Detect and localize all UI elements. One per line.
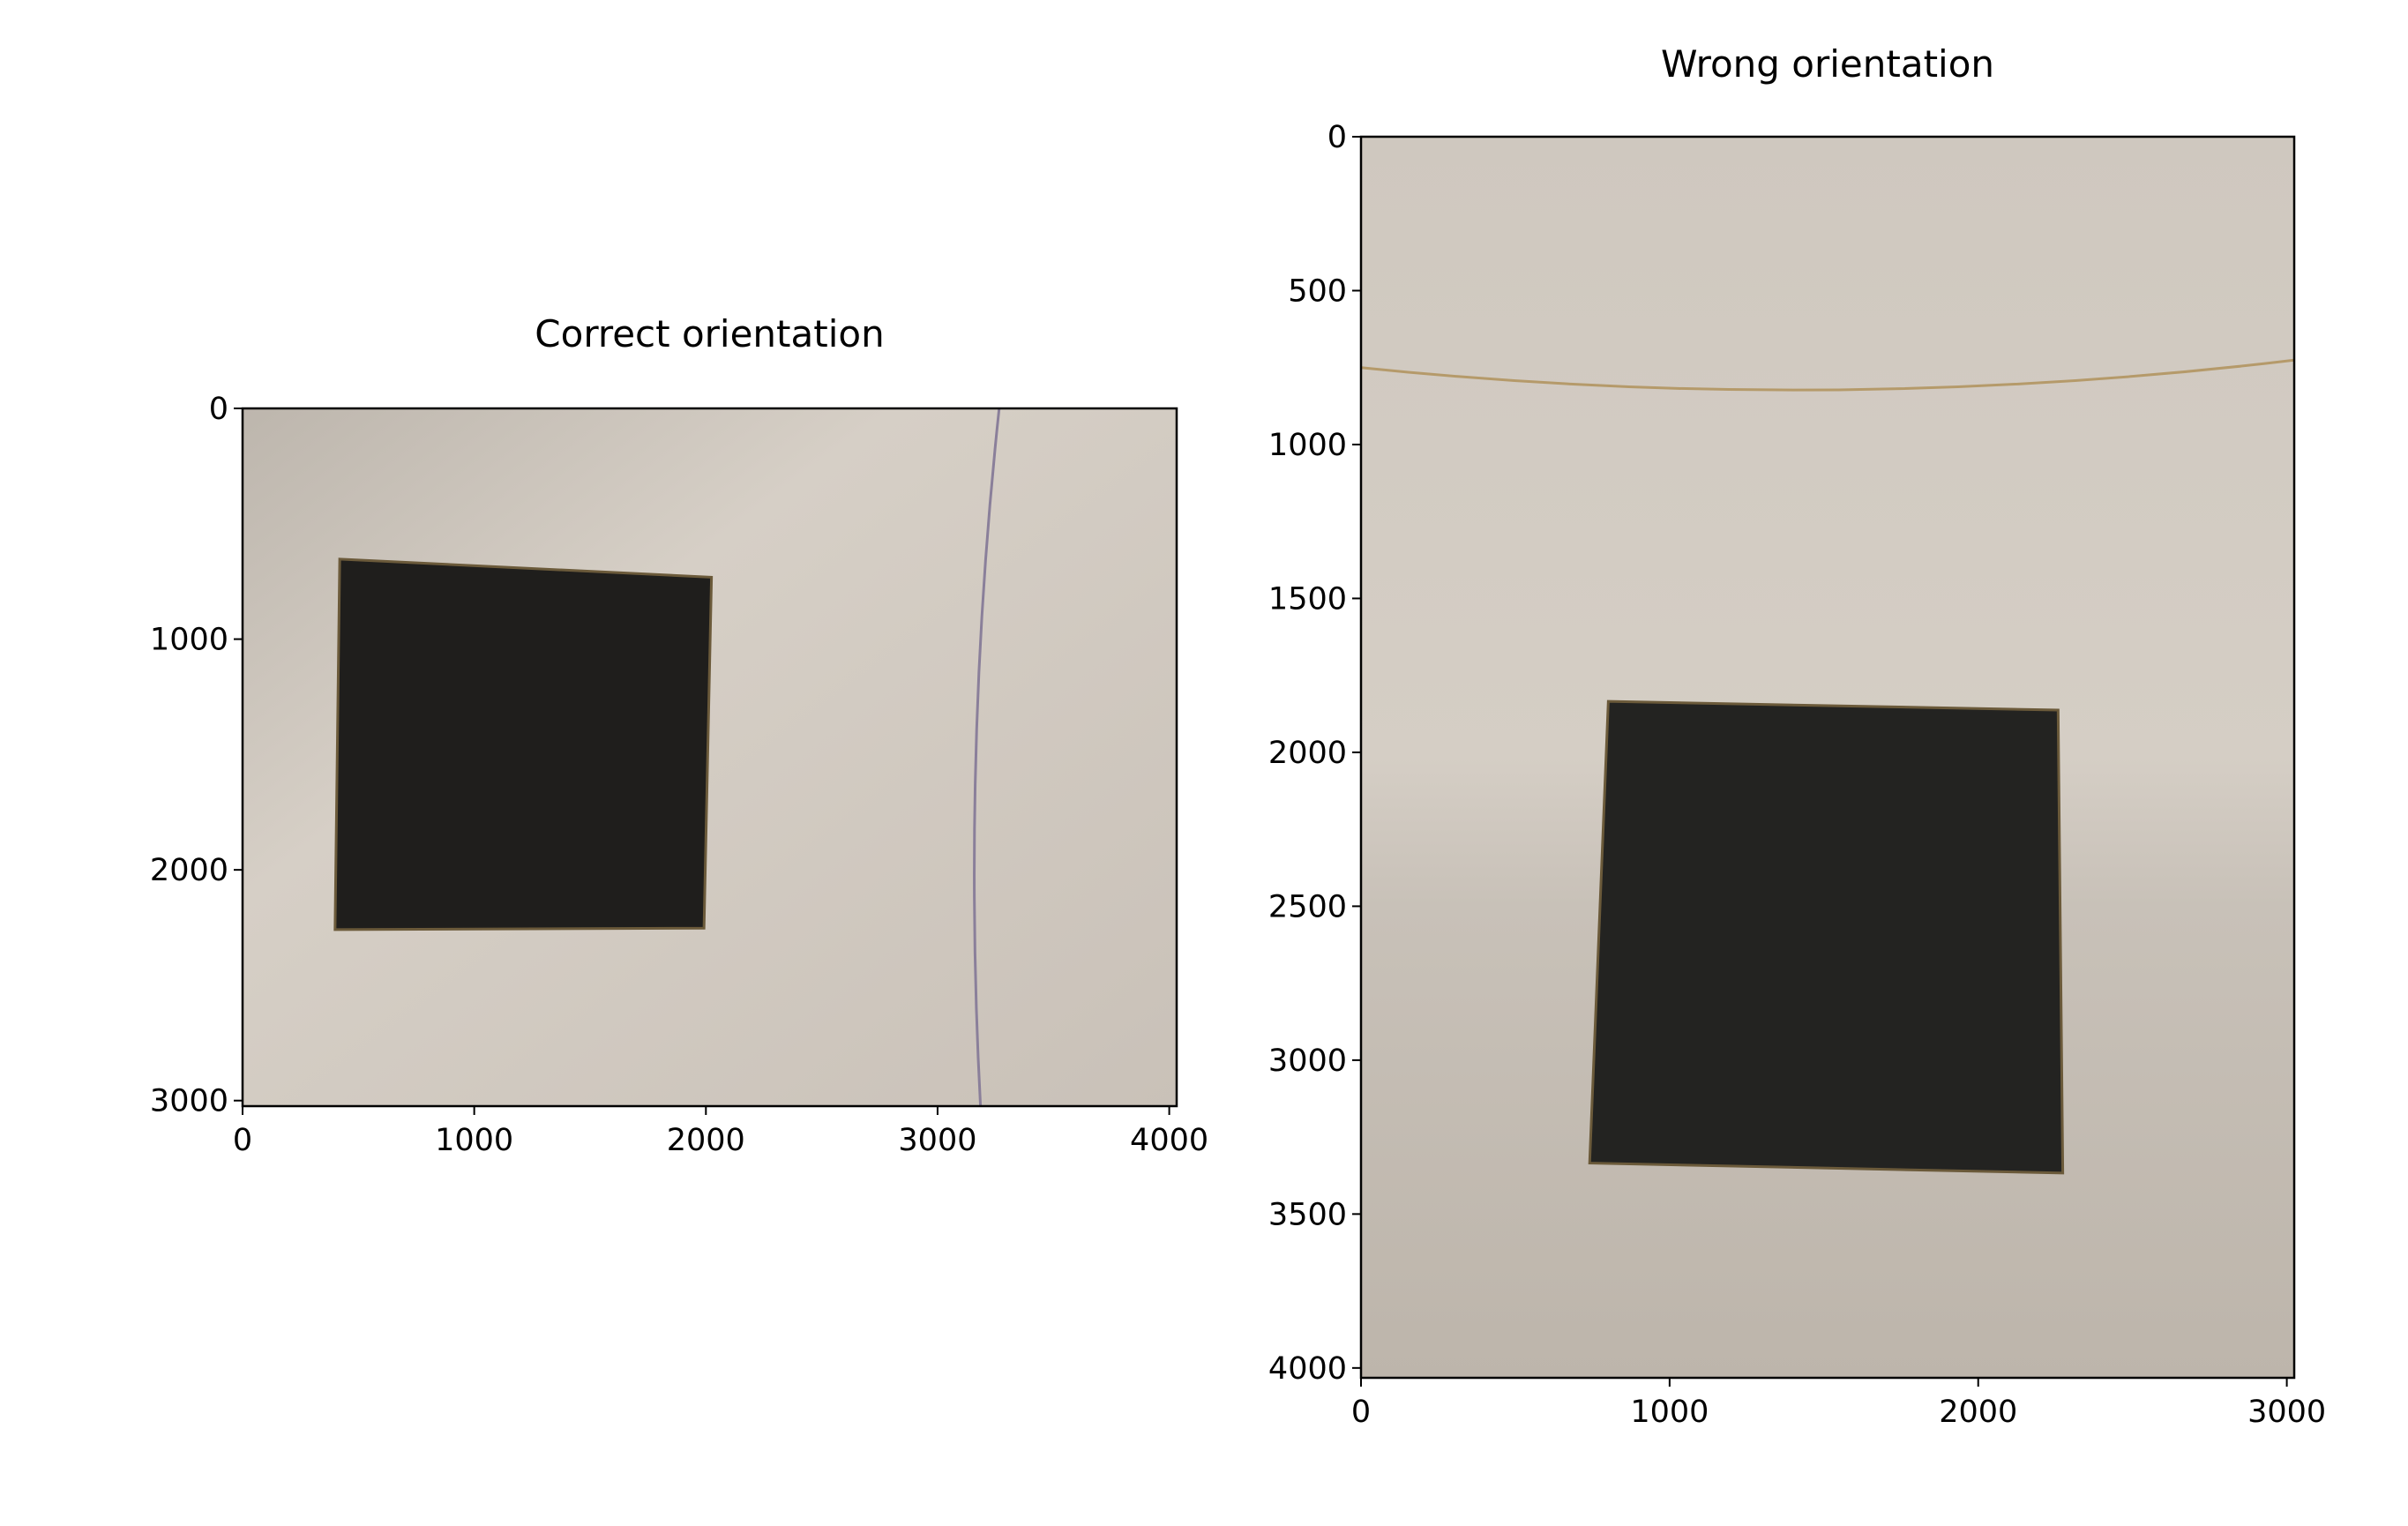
axes-frame	[241, 407, 1178, 1108]
paper-edge	[973, 408, 1001, 1107]
x-tick-label: 0	[1351, 1395, 1371, 1430]
y-tick-label: 3000	[1268, 1044, 1347, 1079]
y-tick-label: 1500	[1268, 581, 1347, 617]
axes-title: Correct orientation	[535, 312, 884, 355]
x-tick-label: 3000	[2247, 1395, 2326, 1430]
x-tick-label: 1000	[1630, 1395, 1709, 1430]
x-tick-label: 2000	[667, 1123, 745, 1158]
y-tick-label: 4000	[1268, 1351, 1347, 1387]
axes-title: Wrong orientation	[1661, 42, 1994, 86]
y-tick-label: 2000	[150, 853, 228, 888]
dark-square	[333, 557, 714, 931]
y-tick-label: 1000	[150, 623, 228, 658]
y-tick-label: 500	[1288, 273, 1347, 309]
x-tick-label: 4000	[1130, 1123, 1208, 1158]
y-tick-label: 3000	[150, 1084, 228, 1119]
y-tick-label: 2500	[1268, 889, 1347, 924]
x-tick-label: 0	[233, 1123, 252, 1158]
y-tick-label: 3500	[1268, 1197, 1347, 1232]
x-tick-label: 2000	[1939, 1395, 2017, 1430]
y-tick-label: 1000	[1268, 428, 1347, 463]
paper-edge	[1360, 358, 2295, 392]
dark-square	[1588, 699, 2065, 1175]
image-panel	[243, 408, 1177, 1107]
x-tick-label: 3000	[898, 1123, 976, 1158]
y-tick-label: 0	[1327, 120, 1347, 155]
y-tick-label: 0	[209, 392, 228, 427]
x-tick-label: 1000	[435, 1123, 513, 1158]
image-panel	[1360, 137, 2295, 1378]
axes-frame	[1359, 135, 2296, 1380]
y-tick-label: 2000	[1268, 736, 1347, 771]
